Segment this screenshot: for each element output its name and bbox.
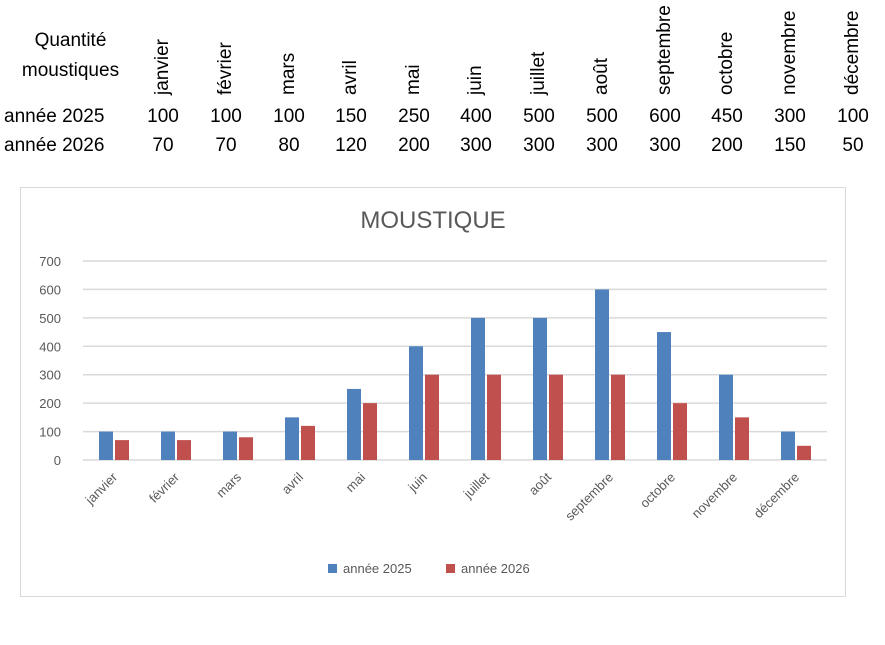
bar-annee-2025 — [99, 431, 113, 460]
y-tick-label: 600 — [39, 282, 61, 297]
table-row-label: année 2026 — [4, 135, 105, 156]
table-cell: 200 — [711, 135, 743, 156]
table-cell: 300 — [523, 135, 555, 156]
bar-annee-2026 — [735, 417, 749, 460]
table-row-label: année 2025 — [4, 106, 105, 127]
chart-container: MOUSTIQUE 0 100 200 300 400 500 600 700 janvier f… — [20, 187, 846, 597]
table-month-header: mars — [278, 52, 299, 95]
bar-annee-2026 — [611, 374, 625, 460]
table-cell: 400 — [460, 106, 492, 127]
table-cell: 80 — [278, 135, 300, 156]
chart-title: MOUSTIQUE — [360, 207, 505, 234]
table-cell: 100 — [147, 106, 179, 127]
x-category-label: juin — [404, 470, 430, 496]
bar-annee-2026 — [115, 440, 129, 460]
table-month-header: février — [215, 42, 236, 95]
table-month-header: octobre — [716, 31, 737, 95]
table-month-header: mai — [403, 64, 424, 95]
table-cell: 300 — [460, 135, 492, 156]
bars — [99, 289, 811, 460]
bar-annee-2025 — [657, 332, 671, 460]
legend-swatch — [446, 564, 455, 573]
table-cell: 150 — [335, 106, 367, 127]
table-cell: 100 — [210, 106, 242, 127]
table-cell: 70 — [215, 135, 237, 156]
bar-annee-2026 — [425, 374, 439, 460]
bar-annee-2025 — [223, 431, 237, 460]
bar-annee-2026 — [673, 403, 687, 460]
table-cell: 70 — [152, 135, 174, 156]
bar-annee-2025 — [781, 431, 795, 460]
data-table: Quantité moustiques janvier février mars av… — [0, 0, 885, 170]
header-line-2: moustiques — [21, 60, 120, 81]
table-month-header: novembre — [779, 10, 800, 96]
table-cell: 300 — [586, 135, 618, 156]
x-category-label: octobre — [637, 470, 678, 511]
x-category-label: décembre — [751, 470, 802, 521]
y-tick-label: 500 — [39, 311, 61, 326]
table-cell: 600 — [649, 106, 681, 127]
table-cell: 50 — [842, 135, 864, 156]
table-month-header: juillet — [528, 51, 549, 95]
bar-annee-2025 — [533, 317, 547, 460]
x-category-label: février — [146, 469, 183, 506]
legend: année 2025 année 2026 — [328, 561, 530, 576]
table-month-header: janvier — [152, 39, 173, 95]
table-cell: 300 — [774, 106, 806, 127]
x-category-label: avril — [279, 469, 307, 497]
bar-annee-2026 — [177, 440, 191, 460]
bar-annee-2025 — [409, 346, 423, 460]
table-cell: 200 — [398, 135, 430, 156]
bar-annee-2025 — [595, 289, 609, 460]
x-category-label: mai — [343, 469, 368, 494]
y-tick-label: 300 — [39, 368, 61, 383]
table-cell: 250 — [398, 106, 430, 127]
x-category-label: septembre — [562, 470, 616, 524]
table-month-header: septembre — [654, 5, 675, 95]
bar-annee-2025 — [347, 388, 361, 460]
legend-swatch — [328, 564, 337, 573]
y-tick-label: 0 — [54, 453, 61, 468]
x-category-label: juillet — [460, 469, 493, 502]
table-cell: 150 — [774, 135, 806, 156]
bar-annee-2026 — [797, 445, 811, 460]
table-month-header: décembre — [842, 10, 863, 96]
legend-label: année 2026 — [461, 561, 530, 576]
x-category-label: mars — [213, 469, 244, 500]
y-tick-label: 400 — [39, 339, 61, 354]
x-category-label: août — [526, 469, 555, 498]
bar-annee-2026 — [363, 403, 377, 460]
table-cell: 500 — [586, 106, 618, 127]
grid-lines — [83, 260, 827, 461]
bar-annee-2025 — [719, 374, 733, 460]
table-month-header: août — [591, 58, 612, 95]
table-cell: 500 — [523, 106, 555, 127]
x-category-label: janvier — [82, 469, 121, 508]
bar-annee-2025 — [285, 417, 299, 460]
bar-annee-2025 — [471, 317, 485, 460]
bar-annee-2026 — [549, 374, 563, 460]
header-line-1: Quantité — [34, 30, 107, 51]
bar-annee-2026 — [301, 425, 315, 460]
table-cell: 120 — [335, 135, 367, 156]
bar-annee-2026 — [487, 374, 501, 460]
table-month-header: juin — [465, 65, 486, 95]
bar-chart: MOUSTIQUE 0 100 200 300 400 500 600 700 janvier f… — [39, 207, 827, 576]
y-tick-label: 100 — [39, 425, 61, 440]
table-month-header: avril — [340, 60, 361, 95]
table-cell: 100 — [837, 106, 869, 127]
y-tick-label: 700 — [39, 254, 61, 269]
table-cell: 450 — [711, 106, 743, 127]
table-cell: 100 — [273, 106, 305, 127]
bar-annee-2025 — [161, 431, 175, 460]
legend-label: année 2025 — [343, 561, 412, 576]
bar-annee-2026 — [239, 437, 253, 460]
x-category-label: novembre — [689, 470, 740, 521]
table-cell: 300 — [649, 135, 681, 156]
y-tick-label: 200 — [39, 396, 61, 411]
table-header: Quantité moustiques — [8, 26, 133, 86]
